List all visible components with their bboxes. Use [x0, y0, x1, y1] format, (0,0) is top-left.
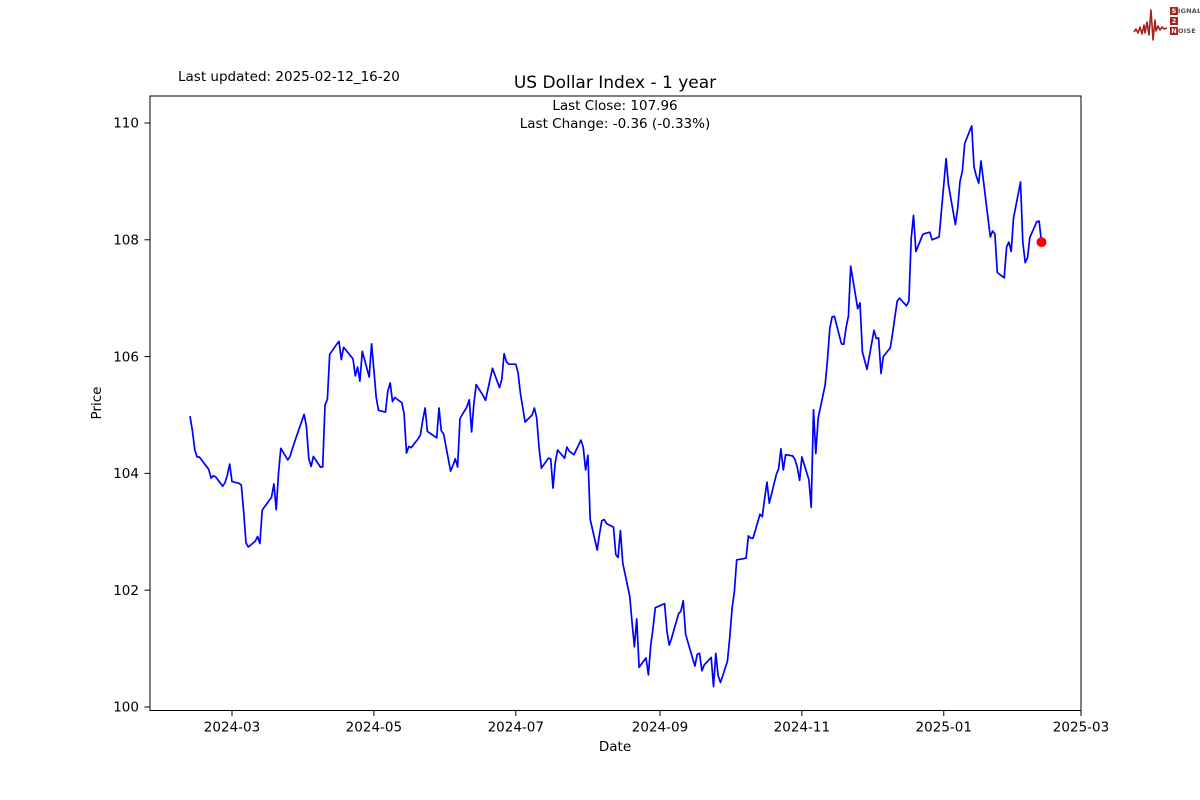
svg-text:106: 106: [113, 349, 139, 365]
svg-text:2024-11: 2024-11: [774, 720, 830, 736]
logo-text: S IGNAL 2 NOISE: [1170, 7, 1200, 37]
logo-line-2: 2: [1170, 17, 1200, 27]
y-axis-ticks: 100 102 104 106 108 110: [113, 116, 150, 716]
last-updated-text: Last updated: 2025-02-12_16-20: [178, 69, 400, 85]
svg-text:2025-01: 2025-01: [916, 720, 972, 736]
svg-text:110: 110: [113, 116, 139, 132]
logo-line-signal: S IGNAL: [1170, 7, 1200, 15]
svg-text:2024-09: 2024-09: [632, 720, 688, 736]
y-axis-label: Price: [89, 387, 105, 420]
svg-text:2024-05: 2024-05: [346, 720, 402, 736]
last-price-dot: [1036, 237, 1047, 248]
price-line: [189, 125, 1043, 688]
x-axis-ticks: 2024-03 2024-05 2024-07 2024-09 2024-11 2025-…: [204, 710, 1109, 736]
logo-letter-box: 2: [1170, 17, 1178, 25]
logo-letter-box: N: [1170, 27, 1178, 35]
svg-text:102: 102: [113, 583, 139, 599]
plot-border: [149, 95, 1082, 711]
svg-text:2024-03: 2024-03: [204, 720, 260, 736]
svg-text:108: 108: [113, 233, 139, 249]
svg-text:2025-03: 2025-03: [1053, 720, 1109, 736]
logo-waveform-icon: [1133, 9, 1168, 41]
x-axis-label: Date: [599, 739, 631, 755]
last-change-text: Last Change: -0.36 (-0.33%): [520, 116, 710, 132]
svg-text:104: 104: [113, 466, 139, 482]
last-close-text: Last Close: 107.96: [552, 98, 677, 114]
signal-2-noise-logo: S IGNAL 2 NOISE: [1133, 5, 1200, 43]
svg-text:2024-07: 2024-07: [488, 720, 544, 736]
logo-letter-box: S: [1170, 7, 1178, 15]
svg-text:100: 100: [113, 700, 139, 716]
logo-line-noise: NOISE: [1170, 27, 1196, 35]
chart-title: US Dollar Index - 1 year: [514, 73, 716, 93]
